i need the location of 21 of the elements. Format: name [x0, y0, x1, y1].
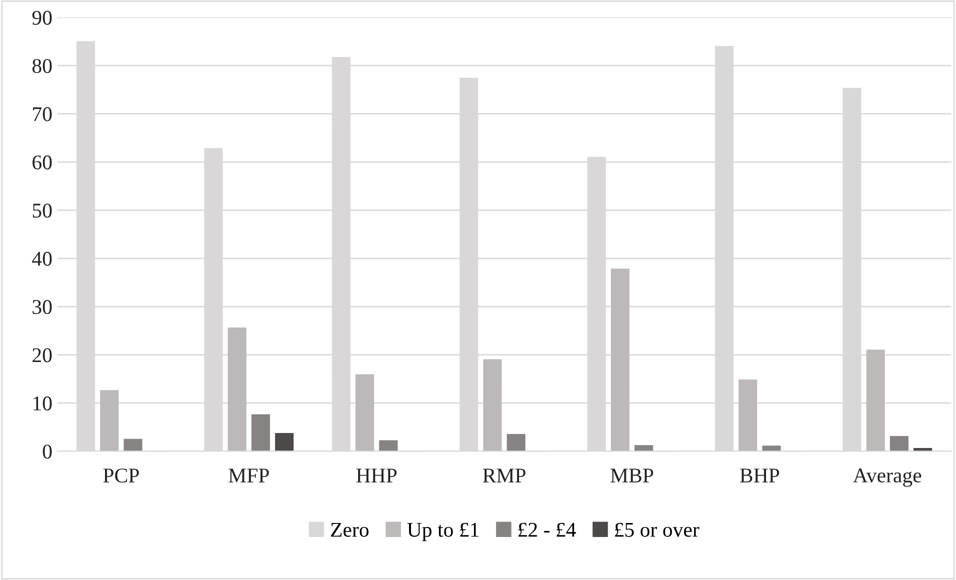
y-tick-label: 40	[32, 252, 52, 266]
y-tick-label: 0	[42, 444, 52, 459]
y-tick-label: 70	[33, 107, 52, 122]
legend-label: Up to £1	[407, 522, 479, 542]
y-tick-label: 20	[32, 348, 52, 362]
x-tick-label: Average	[853, 468, 922, 487]
legend-label: Zero	[331, 522, 369, 537]
y-tick-label: 30	[32, 300, 52, 314]
y-tick-label: 60	[32, 155, 52, 170]
y-tick-label: 80	[32, 58, 52, 74]
x-tick-label: RMP	[482, 468, 526, 482]
legend-label: £2 - £4	[518, 522, 576, 537]
y-tick-label: 90	[32, 10, 52, 25]
x-tick-label: MBP	[610, 468, 654, 482]
x-tick-label: BHP	[740, 468, 780, 482]
x-tick-label: MFP	[228, 468, 269, 482]
legend-label: £5 or over	[615, 522, 700, 537]
x-tick-label: HHP	[356, 468, 397, 482]
y-tick-label: 50	[32, 204, 52, 218]
x-tick-label: PCP	[103, 468, 139, 483]
y-tick-label: 10	[34, 396, 52, 410]
